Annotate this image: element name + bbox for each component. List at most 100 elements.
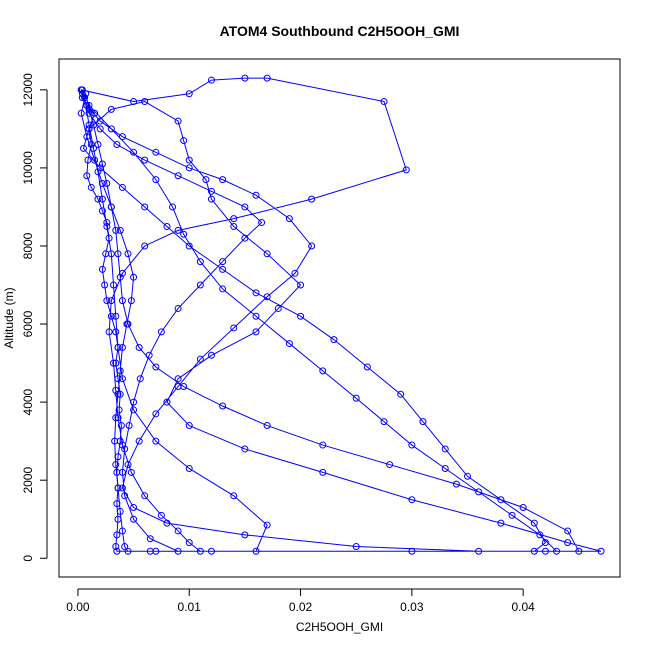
data-point	[174, 172, 182, 180]
data-point	[114, 375, 122, 383]
data-point	[94, 168, 102, 176]
data-point	[207, 76, 215, 84]
data-point	[169, 203, 177, 211]
data-point	[380, 98, 388, 106]
data-point	[297, 312, 305, 320]
data-point	[252, 191, 260, 199]
data-point	[112, 414, 120, 422]
data-point	[252, 547, 260, 555]
data-point	[116, 367, 124, 375]
data-point	[196, 547, 204, 555]
data-point	[85, 101, 93, 109]
data-point	[419, 418, 427, 426]
data-point	[85, 105, 93, 113]
data-point	[116, 507, 124, 515]
data-point	[541, 547, 549, 555]
data-point	[241, 445, 249, 453]
data-point	[241, 74, 249, 82]
data-point	[118, 269, 126, 277]
data-point	[98, 160, 106, 168]
data-point	[241, 531, 249, 539]
data-point	[207, 187, 215, 195]
data-point	[103, 222, 111, 230]
data-point	[141, 492, 149, 500]
data-point	[174, 304, 182, 312]
data-point	[196, 355, 204, 363]
data-point	[130, 515, 138, 523]
x-axis-label: C2H5OOH_GMI	[296, 620, 383, 634]
data-point	[530, 519, 538, 527]
data-point	[285, 340, 293, 348]
data-point	[107, 125, 115, 133]
data-point	[116, 273, 124, 281]
data-point	[163, 398, 171, 406]
data-point	[163, 519, 171, 527]
data-point	[124, 250, 132, 258]
data-point	[118, 527, 126, 535]
y-tick-label: 4000	[21, 388, 35, 415]
x-tick-label: 0.01	[178, 600, 202, 614]
y-tick-label: 2000	[21, 467, 35, 494]
data-point	[85, 125, 93, 133]
data-point	[121, 492, 129, 500]
data-point	[146, 547, 154, 555]
series-line	[80, 77, 602, 552]
data-point	[118, 441, 126, 449]
data-point	[91, 156, 99, 164]
data-point	[157, 328, 165, 336]
data-point	[230, 215, 238, 223]
data-point	[397, 390, 405, 398]
data-point	[196, 258, 204, 266]
x-tick-label: 0.03	[400, 600, 424, 614]
data-point	[174, 226, 182, 234]
data-point	[98, 207, 106, 215]
data-point	[114, 250, 122, 258]
data-point	[90, 144, 98, 152]
data-point	[541, 539, 549, 547]
data-point	[207, 547, 215, 555]
data-point	[83, 172, 91, 180]
data-point	[110, 359, 118, 367]
data-point	[114, 453, 122, 461]
data-point	[252, 289, 260, 297]
data-point	[83, 101, 91, 109]
data-point	[124, 547, 132, 555]
data-point	[230, 492, 238, 500]
data-point	[96, 117, 104, 125]
data-point	[83, 133, 91, 141]
data-point	[157, 511, 165, 519]
data-point	[130, 148, 138, 156]
plot-frame	[58, 58, 621, 578]
data-point	[118, 133, 126, 141]
data-point	[219, 258, 227, 266]
data-point	[112, 461, 120, 469]
data-point	[553, 547, 561, 555]
data-point	[475, 488, 483, 496]
data-point	[94, 140, 102, 148]
data-point	[130, 504, 138, 512]
data-point	[123, 320, 131, 328]
data-point	[508, 511, 516, 519]
series-layer	[77, 74, 605, 555]
data-point	[121, 543, 129, 551]
y-tick-label: 8000	[21, 232, 35, 259]
data-point	[98, 180, 106, 188]
data-point	[241, 234, 249, 242]
data-point	[408, 547, 416, 555]
data-point	[78, 90, 86, 98]
data-point	[125, 422, 133, 430]
data-point	[185, 164, 193, 172]
data-point	[103, 219, 111, 227]
data-point	[152, 437, 160, 445]
data-point	[152, 410, 160, 418]
data-point	[185, 422, 193, 430]
chart-title: ATOM4 Southbound C2H5OOH_GMI	[220, 23, 460, 39]
y-axis-label: Altitude (m)	[2, 287, 16, 348]
data-point	[380, 418, 388, 426]
data-point	[113, 140, 121, 148]
data-point	[103, 297, 111, 305]
data-point	[441, 464, 449, 472]
data-point	[180, 230, 188, 238]
data-point	[130, 398, 138, 406]
data-point	[121, 445, 129, 453]
